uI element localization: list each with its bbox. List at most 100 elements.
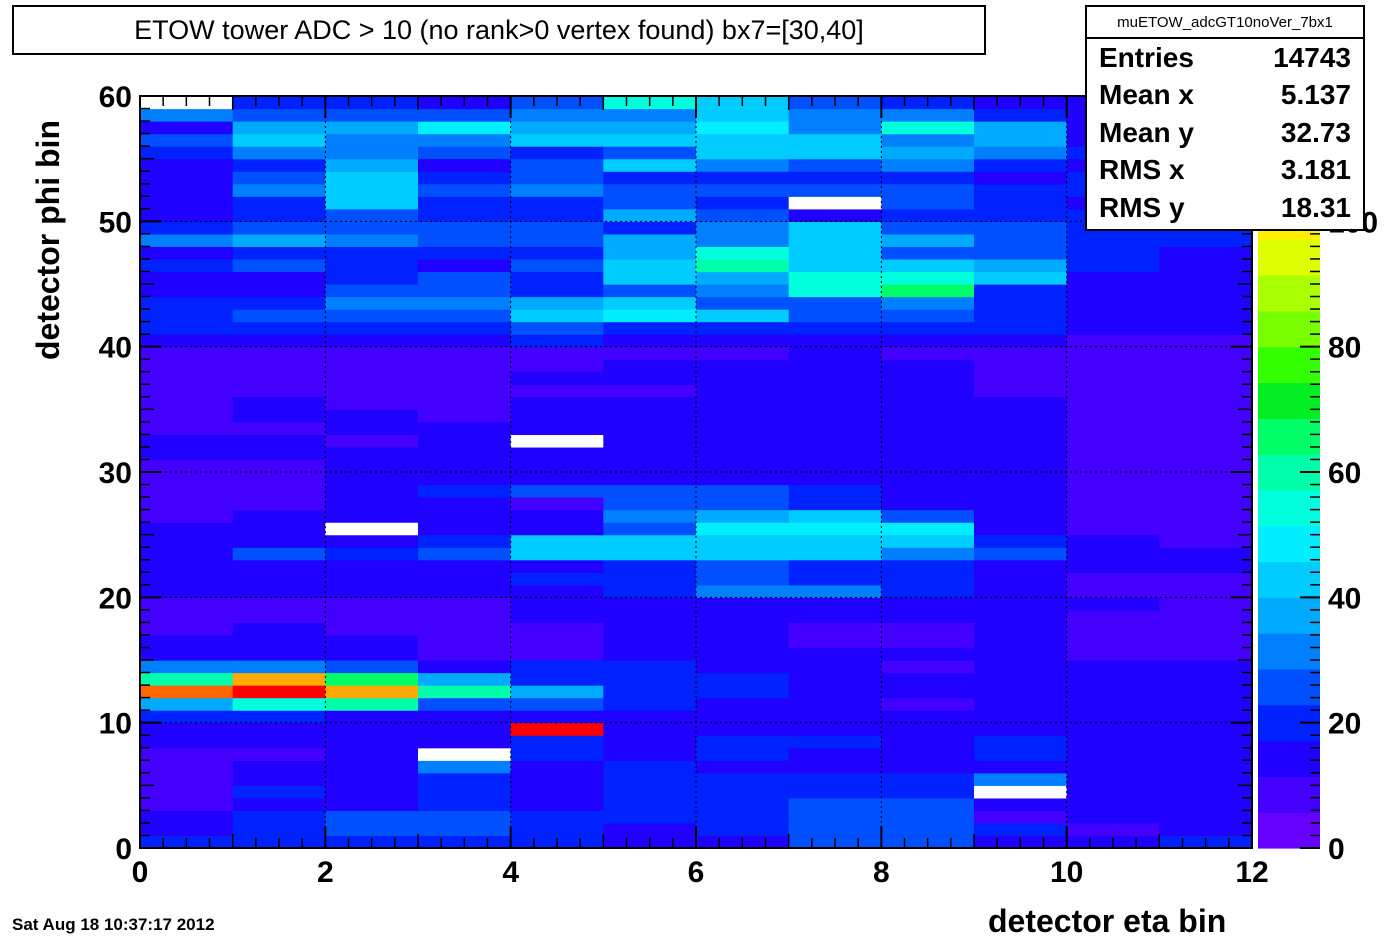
heatmap-cell <box>788 672 882 686</box>
heatmap-cell <box>696 183 790 197</box>
heatmap-cell <box>140 609 234 623</box>
heatmap-cell <box>788 660 882 674</box>
heatmap-cell <box>418 183 512 197</box>
heatmap-cell <box>418 384 512 398</box>
heatmap-cell <box>418 822 512 837</box>
heatmap-cell <box>510 609 604 623</box>
heatmap-cell <box>974 660 1068 674</box>
heatmap-cell <box>788 421 882 435</box>
heatmap-cell <box>1159 597 1253 611</box>
heatmap-cell <box>696 296 790 310</box>
heatmap-cell <box>510 346 604 360</box>
heatmap-cell <box>418 434 512 448</box>
heatmap-cell <box>881 434 975 448</box>
heatmap-cell <box>788 359 882 373</box>
heatmap-cell <box>603 309 697 323</box>
heatmap-cell <box>140 522 234 536</box>
heatmap-cell <box>696 572 790 586</box>
heatmap-cell <box>603 233 697 247</box>
heatmap-cell <box>140 346 234 360</box>
heatmap-cell <box>881 346 975 360</box>
heatmap-cell <box>510 309 604 323</box>
heatmap-cell <box>1066 660 1160 674</box>
heatmap-cell <box>1159 359 1253 373</box>
color-scale-swatch <box>1258 561 1320 598</box>
heatmap-cell <box>510 258 604 273</box>
heatmap-cell <box>881 647 975 661</box>
heatmap-cell <box>510 710 604 724</box>
heatmap-cell <box>788 685 882 699</box>
heatmap-cell <box>603 284 697 298</box>
heatmap-cell <box>974 797 1068 811</box>
heatmap-cell <box>1159 634 1253 649</box>
heatmap-cell <box>1066 622 1160 636</box>
heatmap-cell <box>881 697 975 711</box>
heatmap-cell <box>232 133 326 147</box>
heatmap-cell <box>140 547 234 561</box>
heatmap-cell <box>974 396 1068 410</box>
heatmap-cell <box>1066 384 1160 398</box>
color-scale-swatch <box>1258 740 1320 777</box>
heatmap-cell <box>881 296 975 310</box>
heatmap-cell <box>788 108 882 122</box>
heatmap-cell <box>974 785 1068 799</box>
color-scale-swatch <box>1258 597 1320 634</box>
heatmap-cell <box>696 108 790 122</box>
heatmap-cell <box>788 509 882 523</box>
heatmap-cell <box>418 797 512 811</box>
heatmap-cell <box>1066 672 1160 686</box>
heatmap-cell <box>325 509 419 523</box>
heatmap-cell <box>974 710 1068 724</box>
heatmap-cell <box>510 396 604 410</box>
heatmap-cell <box>510 409 604 423</box>
heatmap-cell <box>974 371 1068 385</box>
heatmap-cell <box>140 760 234 774</box>
heatmap-cell <box>1066 810 1160 824</box>
heatmap-cell <box>603 409 697 423</box>
heatmap-cell <box>510 171 604 185</box>
heatmap-cell <box>510 359 604 373</box>
heatmap-cell <box>510 246 604 260</box>
heatmap-cell <box>418 321 512 335</box>
color-scale-swatch <box>1258 346 1320 384</box>
heatmap-cell <box>232 346 326 360</box>
heatmap-cell <box>696 233 790 247</box>
heatmap-cell <box>696 384 790 398</box>
heatmap-cell <box>603 271 697 285</box>
heatmap-cell <box>325 296 419 310</box>
heatmap-cell <box>140 459 234 473</box>
heatmap-cell <box>510 760 604 774</box>
heatmap-cell <box>325 497 419 511</box>
heatmap-cell <box>788 472 882 486</box>
stats-row-entries: Entries 14743 <box>1087 39 1363 77</box>
heatmap-cell <box>881 685 975 699</box>
heatmap-cell <box>140 284 234 298</box>
heatmap-cell <box>510 572 604 586</box>
heatmap-cell <box>1159 434 1253 448</box>
heatmap-cell <box>696 158 790 172</box>
heatmap-cell <box>232 735 326 749</box>
color-scale-swatch <box>1258 418 1320 455</box>
color-scale-swatch <box>1258 239 1320 276</box>
heatmap-cell <box>510 547 604 561</box>
chart-title: ETOW tower ADC > 10 (no rank>0 vertex fo… <box>12 5 986 55</box>
heatmap-cell <box>696 660 790 674</box>
heatmap-cell <box>1159 534 1253 548</box>
heatmap-cell <box>140 446 234 461</box>
heatmap-cell <box>974 183 1068 197</box>
heatmap-cell <box>603 772 697 786</box>
heatmap-cell <box>1066 421 1160 435</box>
color-scale-swatch <box>1258 668 1320 706</box>
heatmap-cell <box>510 472 604 486</box>
color-scale-swatch <box>1258 275 1320 312</box>
x-axis-ticks: 0 2 4 6 8 10 12 <box>132 96 1269 889</box>
heatmap-cell <box>696 321 790 335</box>
heatmap-cell <box>325 710 419 724</box>
heatmap-cell <box>603 146 697 160</box>
heatmap-cell <box>881 735 975 749</box>
heatmap-cell <box>1159 797 1253 811</box>
heatmap-cell <box>418 158 512 172</box>
heatmap-cell <box>232 396 326 410</box>
heatmap-cell <box>881 484 975 498</box>
heatmap-cell <box>974 446 1068 461</box>
